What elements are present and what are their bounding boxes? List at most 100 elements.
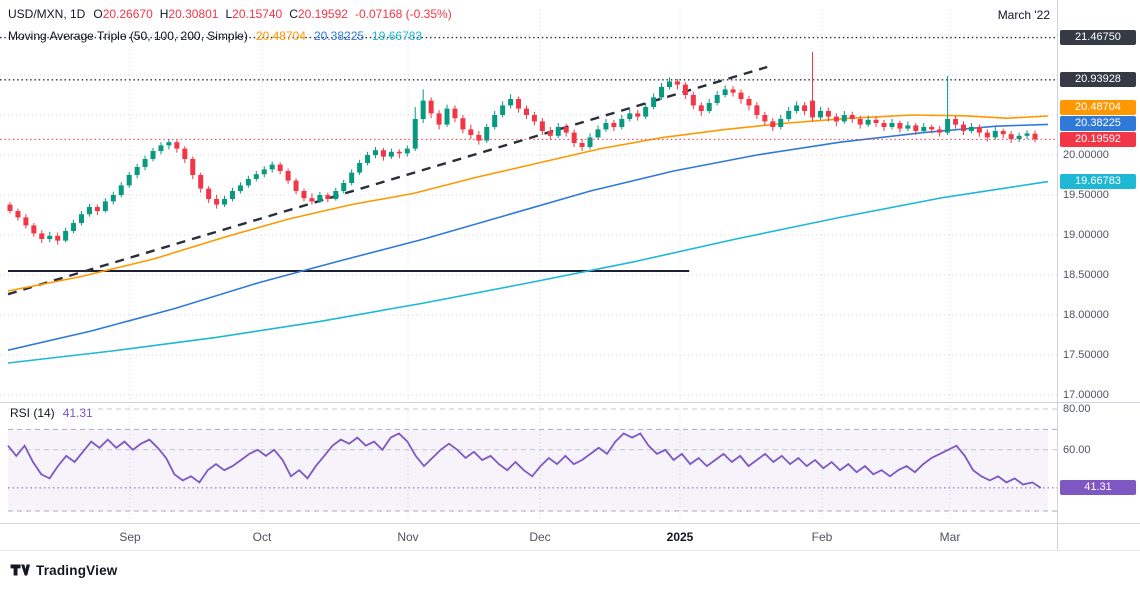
candle-body [587,137,593,147]
ma-indicator-title: Moving Average Triple (50, 100, 200, Sim… [8,29,248,43]
candle-body [786,111,792,119]
top-right-date-label: March '22 [997,8,1050,22]
candle-body [285,171,291,181]
price-badge-20-19592: 20.19592 [1060,132,1136,147]
price-tick-label: 19.00000 [1063,229,1109,241]
ma100-value: 20.38225 [313,29,365,43]
rsi-legend-row[interactable]: RSI (14) 41.31 [8,406,95,420]
candle-body [953,119,959,125]
time-axis[interactable]: Sep Oct Nov Dec 2025 Feb Mar [0,523,1057,550]
candle-body [833,116,839,122]
candle-body [1024,133,1030,136]
candle-body [301,191,307,199]
ascending-trendline [7,65,768,296]
candle-body [1016,135,1022,139]
candle-body [158,145,164,151]
candle-body [412,119,418,149]
candle-body [627,113,633,119]
candle-body [889,123,895,127]
ma-legend-row[interactable]: Moving Average Triple (50, 100, 200, Sim… [8,28,452,44]
candle-body [659,87,665,98]
candle-body [190,159,196,175]
footer-branding[interactable]: TradingView [10,562,117,578]
time-label-Dec: Dec [529,530,551,544]
candle-body [373,150,379,155]
price-tick-label: 20.00000 [1063,149,1109,161]
candle-body [118,185,124,195]
candle-body [55,235,61,241]
candle-body [39,233,45,239]
candle-body [976,127,982,133]
candle-body [357,163,363,173]
candle-body [714,95,720,103]
candle-body [94,207,100,211]
candle-body [643,107,649,117]
candle-body [539,121,545,131]
symbol-legend-row[interactable]: USD/MXN, 1D O20.26670 H20.30801 L20.15740 C2… [8,6,452,22]
candle-body [349,172,355,183]
candle-body [79,214,85,223]
candle-body [563,127,569,133]
time-label-Mar: Mar [939,530,961,544]
candle-body [23,217,29,226]
candle-body [444,108,450,125]
candle-body [929,127,935,130]
candle-body [492,115,498,127]
candle-body [611,123,617,127]
tradingview-logo-icon [10,564,30,576]
close-value: C20.19592 [289,7,348,21]
candle-body [619,119,625,127]
rsi-value: 41.31 [62,406,93,420]
candle-body [134,167,140,175]
price-tick-label: 19.50000 [1063,189,1109,201]
price-tick-label: 18.00000 [1063,309,1109,321]
high-value: H20.30801 [159,7,219,21]
candle-body [674,81,680,85]
candle-body [913,125,919,131]
candle-body [722,89,728,95]
candle-body [754,105,760,115]
candle-body [237,185,243,191]
rsi-tick-label: 80.00 [1063,403,1091,415]
candle-body [841,115,847,122]
candle-body [810,100,816,118]
candle-body [770,121,776,127]
ma100-line [7,123,1049,351]
candle-body [897,123,903,129]
candle-body [476,135,482,141]
price-badge-20-48704: 20.48704 [1060,100,1136,115]
rsi-line [7,432,1042,489]
candle-body [690,95,696,106]
low-value: L20.15740 [225,7,283,21]
candle-body [166,142,172,146]
candle-body [516,99,522,109]
time-label-Feb: Feb [811,530,833,544]
time-label-2025: 2025 [666,530,694,544]
candle-body [309,198,315,202]
candle-body [380,150,386,157]
candle-body [1008,134,1014,139]
candle-body [325,195,331,199]
price-tick-label: 18.50000 [1063,269,1109,281]
price-tick-label: 17.00000 [1063,389,1109,401]
candle-body [531,115,537,122]
price-tick-label: 17.50000 [1063,349,1109,361]
candle-body [436,113,442,125]
rsi-tick-label: 60.00 [1063,443,1091,456]
candle-body [500,105,506,115]
time-label-Oct: Oct [252,530,272,544]
candle-body [746,99,752,106]
candle-body [229,191,235,199]
candle-body [881,123,887,127]
price-badge-20-93928: 20.93928 [1060,72,1136,87]
candle-body [420,100,426,119]
candle-body [214,199,220,205]
candle-body [110,195,116,202]
price-axis[interactable]: 20.00000 19.50000 19.00000 18.50000 18.00000… [1058,0,1140,550]
candle-body [428,100,434,114]
candle-body [849,115,855,119]
candle-body [547,131,553,136]
candle-body [86,207,92,215]
candle-body [7,204,13,211]
